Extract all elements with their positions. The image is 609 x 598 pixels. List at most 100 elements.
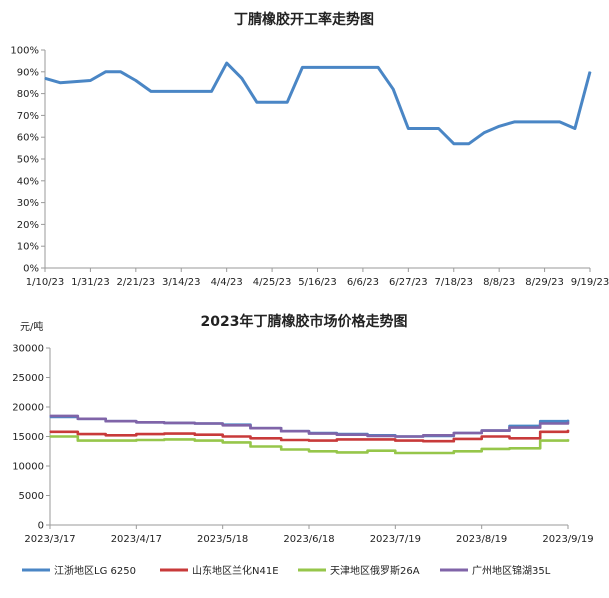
chart-1-axes	[41, 49, 591, 272]
chart-1-x-tick-label: 9/19/23	[571, 277, 609, 288]
chart-2-legend: 江浙地区LG 6250 山东地区兰化N41E 天津地区俄罗斯26A 广州地区锦湖35L	[22, 564, 551, 577]
chart-1-data-point	[589, 71, 591, 73]
chart-2-data-point	[135, 433, 137, 435]
chart-2-data-point	[336, 451, 338, 454]
chart-1-data-point	[574, 127, 576, 130]
chart-1-data-point	[422, 127, 425, 130]
chart-2-tick-labels: 0 5000 10000 15000 20000 25000 30000 2023/3/17 2…	[12, 344, 593, 546]
chart-1-y-tick-label: 60%	[17, 133, 39, 144]
chart-2-data-point	[49, 431, 51, 433]
chart-1-x-tick-label: 1/31/23	[71, 277, 110, 288]
legend-label: 江浙地区LG 6250	[54, 564, 136, 577]
chart-2-y-tick-label: 30000	[12, 344, 44, 355]
chart-2-data-point	[163, 432, 165, 435]
chart-2-data-point	[249, 437, 252, 439]
chart-1-y-tick-label: 20%	[17, 220, 39, 231]
chart-2-series	[49, 414, 570, 455]
chart-1-y-tick-label: 40%	[17, 176, 39, 187]
chart-1-x-tick-label: 1/10/23	[26, 277, 65, 288]
chart-2-y-tick-label: 0	[38, 521, 44, 532]
legend-label: 广州地区锦湖35L	[472, 564, 551, 577]
chart-1-data-point	[74, 81, 76, 83]
chart-2-data-point	[567, 429, 569, 431]
legend-label: 山东地区兰化N41E	[192, 564, 279, 577]
chart-1-data-point	[316, 66, 319, 69]
legend-label: 天津地区俄罗斯26A	[330, 564, 420, 577]
chart-2-data-point	[336, 434, 338, 436]
chart-2-data-point	[308, 432, 310, 435]
chart-2-x-tick-label: 2023/3/17	[24, 534, 75, 545]
chart-2-data-point	[567, 438, 569, 441]
chart-2-data-point	[539, 440, 541, 442]
chart-2-data-point	[366, 450, 369, 452]
chart-1-x-tick-label: 4/4/23	[211, 277, 243, 288]
chart-1-y-tick-label: 90%	[17, 67, 39, 78]
chart-1-tick-labels: 0% 10% 20% 30% 40% 50% 60% 70% 80% 90% 100% 1/10/23…	[10, 46, 609, 289]
chart-1-data-point	[377, 66, 379, 69]
chart-2-data-point	[508, 425, 511, 427]
chart-2-data-point	[135, 439, 137, 441]
chart-2-y-tick-label: 10000	[12, 462, 44, 473]
chart-2-data-point	[539, 431, 541, 433]
chart-1-data-point	[165, 90, 167, 93]
chart-2-data-point	[567, 419, 569, 421]
chart-2-data-point	[567, 421, 569, 423]
chart-2-data-point	[336, 438, 338, 441]
chart-1-x-tick-label: 4/25/23	[253, 277, 292, 288]
chart-2-data-point	[280, 439, 282, 441]
chart-2-data-point	[481, 435, 483, 438]
chart-2-y-tick-label: 15000	[12, 432, 44, 443]
chart-2-data-point	[194, 440, 196, 442]
chart-1-x-tick-label: 8/29/23	[525, 277, 564, 288]
chart-1-x-tick-label: 7/18/23	[434, 277, 473, 288]
chart-1-data-point	[453, 143, 455, 145]
chart-1-data-point	[271, 101, 273, 103]
chart-1-y-tick-label: 100%	[10, 46, 39, 57]
chart-1-x-tick-label: 5/16/23	[298, 277, 337, 288]
chart-1-y-tick-label: 70%	[17, 111, 39, 122]
chart-2-y-tick-label: 20000	[12, 403, 44, 414]
chart-2-data-point	[77, 433, 79, 435]
chart-1-data-point	[483, 132, 485, 134]
chart-2-data-point	[105, 420, 107, 422]
chart-1-data-point	[332, 66, 334, 69]
chart-1-data-point	[286, 101, 288, 103]
chart-2-data-point	[539, 422, 541, 425]
chart-1-data-point	[407, 127, 409, 130]
chart-1-series-line	[44, 61, 592, 146]
chart-2-data-point	[422, 440, 424, 442]
chart-2-x-tick-label: 2023/5/18	[197, 534, 248, 545]
chart-1-data-point	[104, 71, 107, 73]
chart-2-data-point	[49, 415, 51, 417]
chart-1-x-tick-label: 2/21/23	[117, 277, 156, 288]
chart-2-data-point	[453, 438, 455, 440]
chart-1-data-point	[44, 77, 46, 79]
chart-1-series	[44, 61, 592, 146]
chart-2-data-point	[539, 420, 541, 422]
chart-1-data-point	[301, 66, 303, 69]
chart-2-data-point	[366, 435, 369, 437]
chart-2-data-point	[249, 445, 252, 448]
chart-2-axes	[46, 347, 569, 529]
chart-2-data-point	[49, 435, 51, 438]
chart-1-data-point	[528, 121, 531, 123]
chart-1-data-point	[392, 88, 394, 90]
chart-2-data-point	[135, 421, 137, 423]
chart-1-data-point	[559, 121, 561, 123]
chart-1-data-point	[120, 71, 122, 73]
chart-2-data-point	[508, 427, 511, 429]
chart-2-data-point	[308, 440, 310, 442]
chart-2-title: 2023年丁腈橡胶市场价格走势图	[201, 313, 408, 330]
chart-2-data-point	[394, 452, 396, 454]
chart-2-data-point	[194, 434, 196, 436]
chart-2-data-point	[77, 418, 79, 420]
chart-2-data-point	[105, 434, 107, 436]
chart-2-data-point	[163, 438, 165, 441]
chart-2-x-tick-label: 2023/7/19	[370, 534, 421, 545]
chart-2-x-tick-label: 2023/9/19	[542, 534, 593, 545]
chart-2-data-point	[366, 438, 369, 441]
chart-1-data-point	[180, 90, 182, 93]
chart-1-data-point	[241, 77, 243, 79]
chart-1-data-point	[498, 125, 500, 127]
